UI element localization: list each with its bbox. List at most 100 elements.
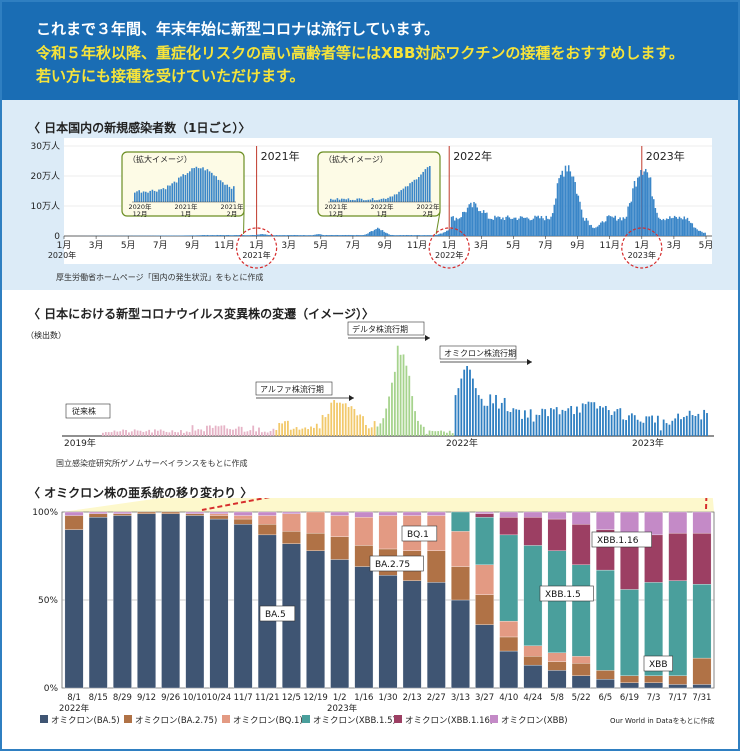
zoom-inset-bar [145,191,147,202]
infections-bar [311,235,313,236]
variant-detection-bar [443,431,445,436]
infections-xtick-label: 5月 [506,240,521,251]
variant-detection-bar [379,423,382,436]
variant-detection-bar [145,431,148,436]
infections-bar [264,234,267,236]
infections-bar [487,218,490,236]
variant-detection-bar [307,429,310,436]
infections-bar [619,217,621,236]
infections-xtick-label: 5月 [313,240,328,251]
omicron-xtick-label: 12/5 [282,693,301,703]
period-label-box [347,321,425,336]
zoom-inset-bar [213,175,215,202]
infections-bar [531,219,533,236]
variant-detection-bar [622,419,625,436]
zoom-inset-title: （拡大イメージ） [324,154,388,164]
infections-bar [506,215,509,236]
zoom-inset-bar [404,186,407,202]
zoom-inset-bar [358,198,361,202]
stacked-segment [547,661,567,671]
infections-bar [579,201,581,236]
infections-bar [598,224,600,236]
omicron-title: 〈 オミクロン株の亜系統の移り変わり 〉 [28,486,253,500]
infections-bar [365,234,368,236]
stacked-segment [354,517,374,546]
infections-bar [368,231,371,236]
infections-bar [675,217,678,236]
variant-detection-bar [304,427,307,436]
infections-bar [624,218,626,236]
variant-detection-bar [388,396,390,436]
infections-bar [309,235,312,236]
zoom-inset-bar [153,190,156,202]
period-arrowhead [527,359,532,365]
infections-bar [539,218,541,236]
zoom-inset-bar [233,186,235,202]
omicron-xtick-label: 5/8 [550,693,564,703]
variant-detection-bar [419,424,422,436]
variant-detection-bar [538,415,541,436]
infections-bar [625,216,628,236]
infections-bar [242,235,244,236]
zoom-inset-bar [208,171,211,202]
variant-detection-bar [203,431,205,436]
infections-bar [646,172,649,236]
variant-detection-bar [486,405,489,436]
infections-bar [409,235,411,236]
variant-detection-bar [286,420,289,436]
infections-bar [324,235,326,236]
infections-bar [492,219,495,236]
variant-detection-bar [119,431,122,436]
variant-detection-bar [278,422,281,436]
infections-bar [370,231,373,236]
infections-bar [436,234,438,236]
variant-detection-bar [191,425,194,436]
infections-bar [336,234,339,236]
infections-bar [694,227,697,236]
variant-detection-bar [344,403,347,436]
zoom-inset-bar [387,197,389,202]
infections-bar [609,216,612,236]
stacked-segment [451,531,470,567]
infections-bar [359,235,361,236]
infections-bar [450,216,453,236]
zoom-inset-bar [376,200,378,202]
infections-bar [192,235,194,236]
infections-bar [287,235,289,236]
infections-bar [473,201,475,236]
infections-bar [648,177,650,236]
stacked-segment [306,511,325,534]
infections-bar [254,235,257,236]
stacked-segment [523,645,543,657]
legend-swatch [394,715,402,723]
variant-detection-bar [590,402,593,436]
zoom-inset-bar [396,194,398,202]
zoom-inset-bar [334,199,336,202]
stacked-segment [185,513,205,516]
variant-detection-bar [654,422,656,436]
year-marker-label: 2022年 [453,149,492,163]
zoom-inset-bar [197,168,200,202]
infections-bar [699,230,702,236]
period-arrowhead [349,395,354,401]
stacked-segment [209,518,229,689]
variant-detection-bar [284,421,286,436]
infections-bar [181,235,183,236]
infections-bar [417,234,419,236]
variant-detection-bar [552,409,555,436]
stacked-segment [571,675,591,689]
infections-bar [638,176,641,236]
zoom-inset-bar [360,198,363,202]
variants-source: 国立感染症研究所ゲノムサーベイランスをもとに作成 [56,459,248,468]
year-highlight-circle [236,227,278,269]
stacked-segment [475,511,494,514]
infections-bar [645,168,647,236]
variant-detection-bar [489,394,492,436]
variant-detection-bar [581,403,584,436]
infections-bar [547,218,549,236]
variant-detection-bar [463,369,466,436]
variant-detection-bar [593,402,596,436]
infections-bar [457,219,459,236]
infections-bar [253,235,255,236]
variant-detection-bar [122,429,125,436]
